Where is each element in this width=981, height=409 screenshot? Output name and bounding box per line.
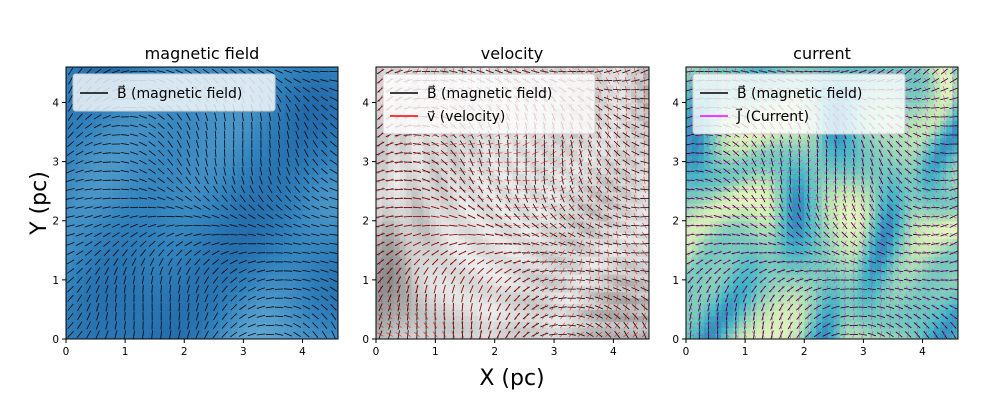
x-axis-label: X (pc): [479, 366, 544, 391]
y-tick-label: 4: [672, 97, 679, 109]
y-tick-label: 3: [362, 157, 369, 169]
y-tick-label: 2: [362, 216, 369, 228]
panel-3: 0 1 2 3 4 0 1 2 3 4 current B⃗ (magnetic field) J⃗ (…: [672, 44, 959, 358]
x-tick-label: 3: [551, 346, 558, 358]
heatmap-1: [66, 67, 338, 339]
y-tick-label: 3: [672, 157, 679, 169]
x-tick-label: 1: [432, 346, 439, 358]
x-tick-label: 1: [122, 346, 129, 358]
axes-frame-2: [375, 66, 650, 340]
legend-label: J⃗ (Current): [736, 107, 810, 125]
legend-2: B⃗ (magnetic field) v⃗ (velocity): [382, 73, 596, 135]
x-tick-label: 0: [63, 346, 70, 358]
y-axis-label: Y (pc): [27, 171, 52, 236]
legend-3: B⃗ (magnetic field) J⃗ (Current): [692, 73, 906, 135]
y-tick-label: 4: [52, 97, 59, 109]
y-tick-label: 4: [362, 97, 369, 109]
x-tick-label: 0: [683, 346, 690, 358]
x-tick-label: 3: [860, 346, 867, 358]
y-tick-label: 3: [52, 157, 59, 169]
x-tick-label: 2: [801, 346, 808, 358]
x-tick-label: 4: [610, 346, 617, 358]
x-tick-label: 4: [299, 346, 306, 358]
axes-frame-3: [685, 66, 959, 340]
panel-2: 0 1 2 3 4 0 1 2 3 4 velocity B⃗ (magnetic field) v⃗ …: [362, 44, 650, 358]
panel-1: 0 1 2 3 4 0 1 2 3 4 magnetic field B⃗ (magnetic fie…: [52, 44, 339, 358]
legend-label: B⃗ (magnetic field): [737, 84, 862, 102]
legend-1: B⃗ (magnetic field): [72, 73, 276, 112]
y-tick-label: 1: [362, 275, 369, 287]
x-tick-label: 1: [742, 346, 749, 358]
legend-label: B⃗ (magnetic field): [427, 84, 552, 102]
y-tick-label: 2: [672, 216, 679, 228]
legend-label: B⃗ (magnetic field): [117, 84, 242, 102]
y-tick-label: 0: [52, 334, 59, 346]
x-tick-label: 0: [373, 346, 380, 358]
x-tick-label: 2: [491, 346, 498, 358]
legend-label: v⃗ (velocity): [427, 109, 505, 125]
axes-frame-1: [65, 66, 339, 340]
panel-title: current: [793, 44, 851, 63]
y-tick-label: 1: [672, 275, 679, 287]
y-tick-label: 0: [672, 334, 679, 346]
panel-title: magnetic field: [145, 44, 260, 63]
y-tick-label: 2: [52, 216, 59, 228]
x-tick-label: 3: [240, 346, 247, 358]
y-tick-label: 0: [362, 334, 369, 346]
x-tick-label: 2: [181, 346, 188, 358]
panel-title: velocity: [481, 44, 544, 63]
y-tick-label: 1: [52, 275, 59, 287]
x-tick-label: 4: [919, 346, 926, 358]
